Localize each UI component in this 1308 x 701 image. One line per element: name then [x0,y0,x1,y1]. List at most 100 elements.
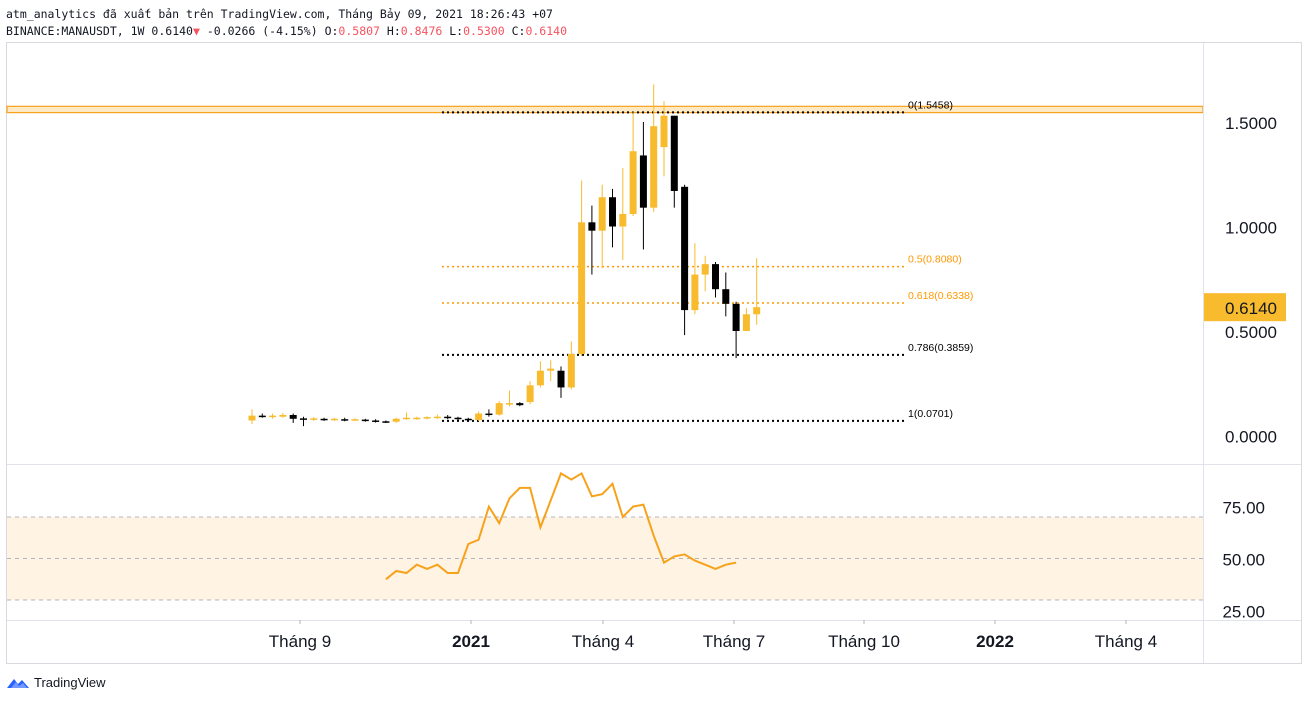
candle [629,111,637,217]
candle [269,413,277,419]
candle [660,101,668,177]
fib-level-label: 0.5(0.8080) [908,254,962,266]
candle [619,167,627,260]
candle-body [361,419,369,422]
candle-body [403,417,410,420]
high-value: 0.8476 [400,24,443,38]
candle-body [310,418,318,420]
candle [413,416,421,420]
candle-body [742,314,750,331]
candle [598,184,606,269]
candle [485,409,493,417]
candle [701,255,709,292]
candle [279,412,287,418]
candle [753,258,761,325]
candle-body [650,126,658,208]
candle [444,415,452,420]
low-label: L: [449,24,464,38]
fib-level-label: 1(0.0701) [908,408,953,420]
candle [567,341,575,390]
down-arrow-icon: ▼ [192,24,200,38]
candle [732,301,740,359]
symbol-label[interactable]: BINANCE:MANAUSDT, 1W [6,24,145,38]
candle-body [506,403,513,405]
candle [351,418,359,421]
candle [681,184,689,336]
time-tick-label: Tháng 4 [572,632,634,651]
candle-body [279,415,287,417]
candle [547,360,555,382]
candle [536,361,544,388]
candle-body [526,385,534,403]
candle-body [475,413,483,421]
candle-body [289,415,297,419]
candle-body [300,418,307,420]
last-price-tag [1204,293,1286,322]
close-label: C: [511,24,526,38]
candle-body [722,289,730,304]
time-tick-label: Tháng 9 [269,632,331,651]
rsi-tick-label: 25.00 [1222,602,1265,621]
chart-frame [6,42,1302,664]
candle-body [485,413,493,416]
candle-body [670,115,678,191]
candle-body [701,264,709,275]
time-tick-label: 2022 [976,632,1014,651]
candle [588,205,596,275]
ohlc-legend: BINANCE:MANAUSDT, 1W 0.6140▼ -0.0266 (-4… [6,24,567,38]
candle [650,84,658,212]
fib-level-label: 0.618(0.6338) [908,290,973,302]
candle [361,418,369,422]
candle [372,419,380,423]
candle [310,417,318,421]
axes: 1.5000 1.0000 0.5000 0.0000 0.6140 75.00 50.00… [7,43,1301,663]
candle-body [681,186,689,311]
candle-body [629,151,637,214]
candle [341,417,349,422]
candle-body [567,353,575,388]
candle-body [372,420,380,422]
candle [382,420,390,423]
candle-body [464,418,472,421]
candle-body [578,222,586,354]
candle-body [258,415,266,418]
candle-body [712,264,719,290]
time-tick-label: 2021 [452,632,490,651]
candle-body [639,155,647,208]
candle [423,416,431,420]
low-value: 0.5300 [463,24,505,38]
candle [258,413,266,418]
price-tick-label: 0.0000 [1225,428,1277,447]
time-tick-label: Tháng 4 [1095,632,1157,651]
fib-level-label: 0.786(0.3859) [908,342,973,354]
candle-body [454,417,462,420]
candle-body [413,417,421,420]
resistance-zone [6,105,1204,114]
price-change: -0.0266 (-4.15%) [206,24,318,38]
candle [557,366,565,398]
candle-body [392,418,400,422]
publish-info: atm_analytics đã xuất bản trên TradingVi… [6,7,553,21]
candle [722,272,730,317]
candle [670,115,678,208]
candle-body [536,370,544,386]
candle [506,390,513,407]
candle [248,409,256,425]
candle-body [609,197,616,227]
candle [495,401,503,416]
candle [330,417,338,421]
tradingview-footer[interactable]: TradingView [6,675,106,690]
candle-body [248,415,256,421]
candle-body [588,222,596,231]
open-value: 0.5807 [338,24,380,38]
candle-body [444,416,452,419]
price-tick-label: 0.5000 [1225,323,1277,342]
candle [578,180,586,357]
candle-body [732,303,740,331]
rsi-line [385,471,737,581]
candle-body [423,417,431,419]
candle [475,411,483,421]
price-pane: 0(1.5458) 0.5(0.8080) 0.618(0.6338) 0.786(0… [6,84,1204,427]
candle [691,243,699,315]
